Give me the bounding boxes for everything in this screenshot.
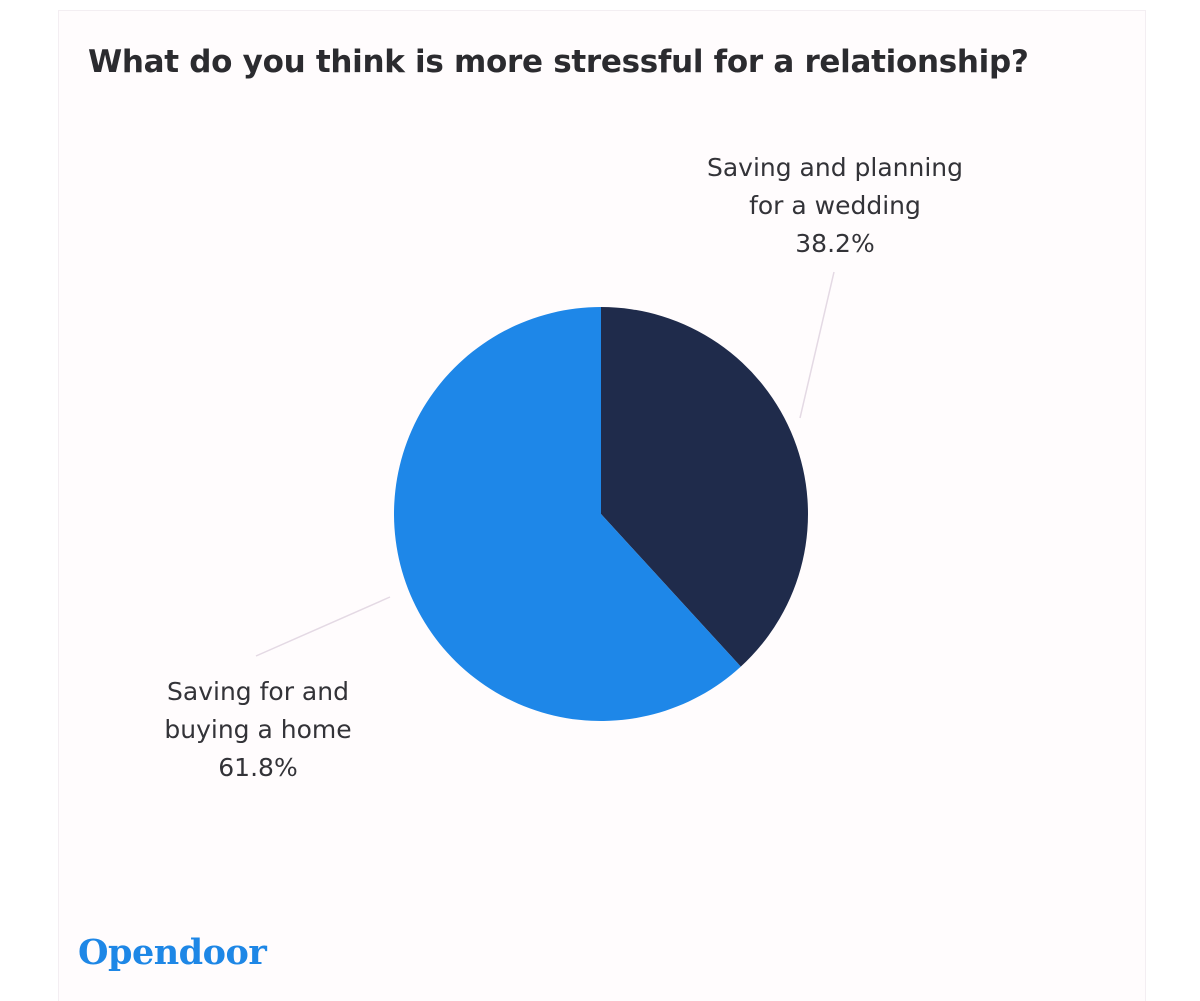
leader-line-0 bbox=[799, 271, 835, 419]
slice-label-line: Saving and planning bbox=[707, 153, 963, 182]
slice-label-line: buying a home bbox=[164, 715, 351, 744]
opendoor-logo: Opendoor bbox=[78, 932, 267, 973]
slice-label-line: for a wedding bbox=[749, 191, 921, 220]
slice-label-1: Saving for and buying a home 61.8% bbox=[164, 677, 351, 782]
slice-value-label: 38.2% bbox=[795, 229, 874, 258]
chart-title: What do you think is more stressful for … bbox=[88, 44, 1029, 80]
slice-label-line: Saving for and bbox=[167, 677, 349, 706]
pie-slice-0 bbox=[601, 307, 808, 667]
pie-slice-1 bbox=[393, 307, 741, 722]
slice-value-label: 61.8% bbox=[218, 753, 297, 782]
leader-line-1 bbox=[255, 596, 391, 657]
slice-label-0: Saving and planning for a wedding 38.2% bbox=[707, 153, 963, 258]
